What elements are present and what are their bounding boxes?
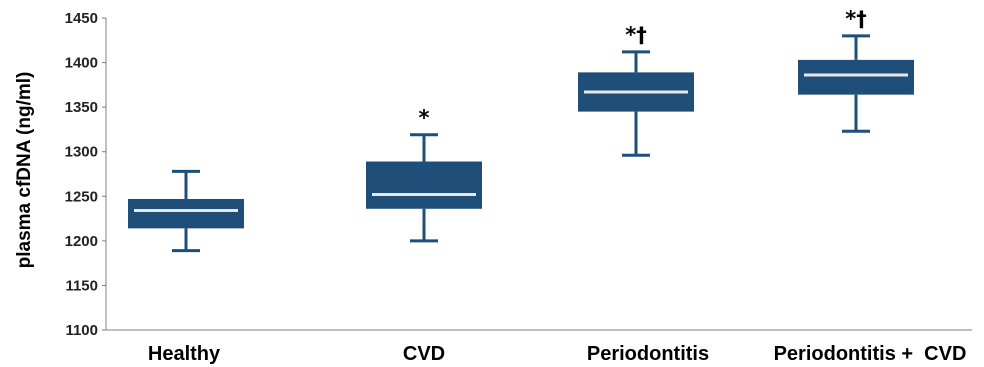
box-healthy <box>128 169 244 253</box>
y-tick-label: 1300 <box>65 144 98 161</box>
y-axis-label: plasma cfDNA (ng/ml) <box>14 72 35 269</box>
box-series: * *† *† <box>128 7 914 253</box>
x-category-label: Periodontitis + CVD <box>774 343 967 365</box>
y-tick-label: 1450 <box>65 10 98 27</box>
iqr-box <box>798 59 914 95</box>
box-cvd: * <box>366 106 482 243</box>
x-category-label: Healthy <box>148 343 221 365</box>
x-category-label: Periodontitis <box>587 343 709 365</box>
x-axis-labels: Healthy CVD Periodontitis Periodontitis + C… <box>148 343 967 365</box>
y-tick-label: 1350 <box>65 99 98 116</box>
iqr-box <box>128 198 244 229</box>
significance-marker: *† <box>625 23 646 47</box>
y-tick-label: 1100 <box>65 322 98 339</box>
y-tick-label: 1150 <box>65 277 98 294</box>
y-tick-label: 1250 <box>65 188 98 205</box>
y-tick-label: 1400 <box>65 55 98 72</box>
box-periodontitis: *† <box>578 23 694 157</box>
y-tick-label: 1200 <box>65 233 98 250</box>
significance-marker: *† <box>845 7 866 31</box>
iqr-box <box>366 161 482 209</box>
significance-marker: * <box>419 106 430 130</box>
box-periodontitis-cvd: *† <box>798 7 914 133</box>
y-axis: 1100 1150 1200 1250 1300 1350 1400 1450 <box>65 10 972 339</box>
x-category-label: CVD <box>403 343 445 365</box>
